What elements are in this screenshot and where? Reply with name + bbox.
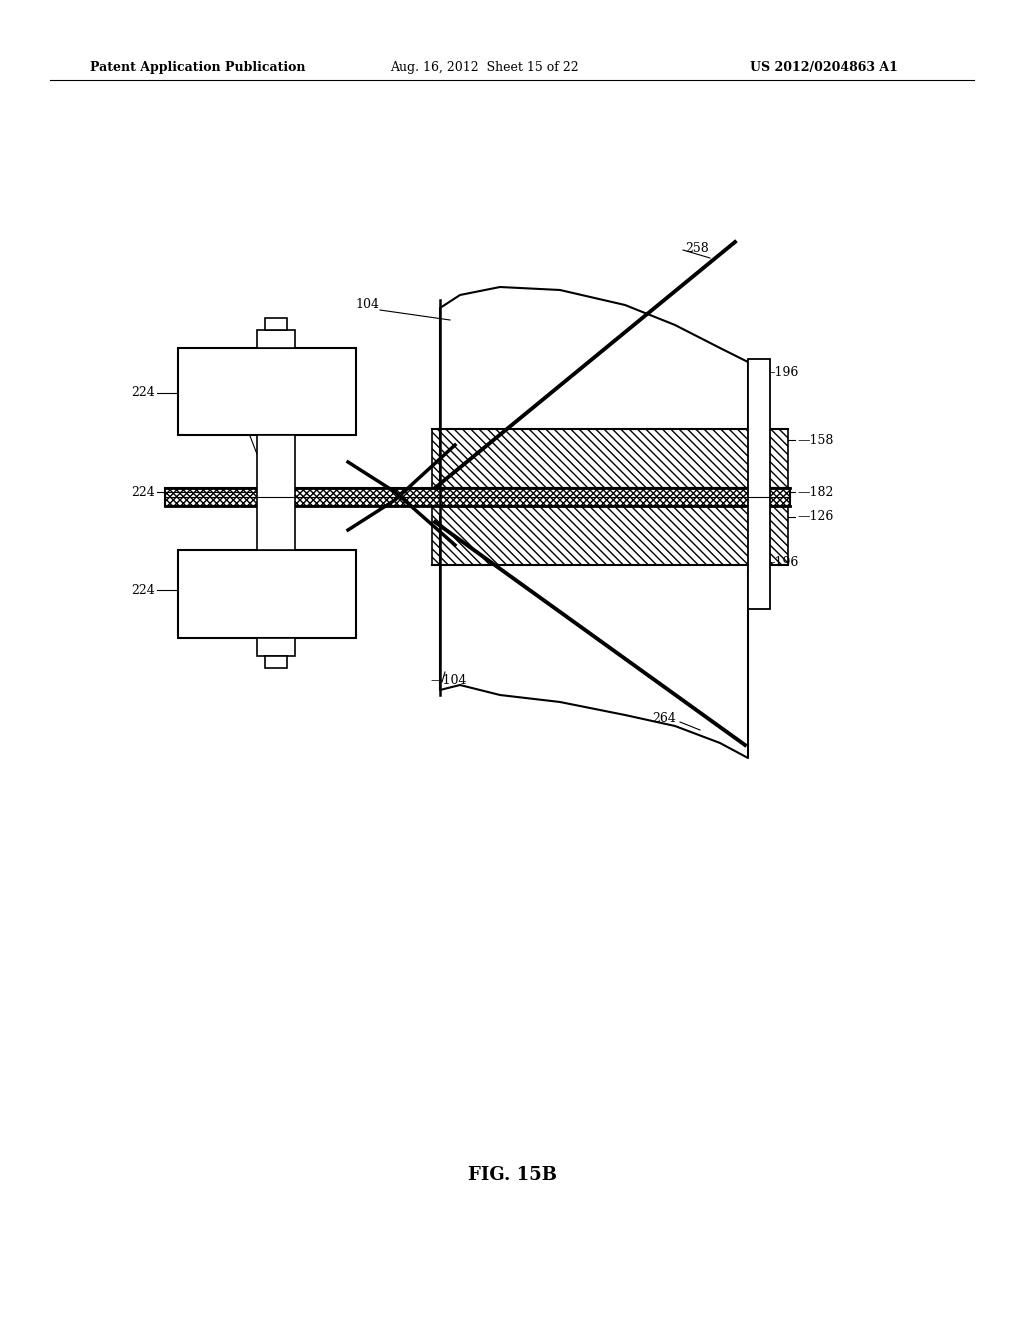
Text: Aug. 16, 2012  Sheet 15 of 22: Aug. 16, 2012 Sheet 15 of 22 [390, 62, 579, 74]
Text: —182: —182 [797, 486, 834, 499]
Text: 224: 224 [131, 583, 155, 597]
Bar [257, 638, 295, 656]
Bar [165, 488, 790, 506]
Text: 224: 224 [131, 486, 155, 499]
Text: 220: 220 [195, 354, 219, 367]
Bar [178, 348, 356, 436]
Bar [257, 330, 295, 348]
Bar [432, 506, 788, 565]
Bar [432, 429, 788, 488]
Text: —196: —196 [762, 367, 799, 380]
Text: 220: 220 [195, 619, 219, 631]
Text: —196: —196 [762, 557, 799, 569]
Text: 104: 104 [355, 298, 379, 312]
Text: FIG. 15B: FIG. 15B [468, 1166, 556, 1184]
Bar [265, 656, 287, 668]
Text: 224: 224 [131, 387, 155, 400]
Text: 264: 264 [652, 711, 676, 725]
Bar [265, 318, 287, 330]
Text: —126: —126 [797, 511, 834, 524]
Bar [257, 436, 295, 550]
Text: 258: 258 [685, 242, 709, 255]
Text: —158: —158 [797, 433, 834, 446]
Text: —104: —104 [430, 673, 467, 686]
Text: US 2012/0204863 A1: US 2012/0204863 A1 [750, 62, 898, 74]
Bar [748, 359, 770, 609]
Bar [178, 550, 356, 638]
Text: Patent Application Publication: Patent Application Publication [90, 62, 305, 74]
